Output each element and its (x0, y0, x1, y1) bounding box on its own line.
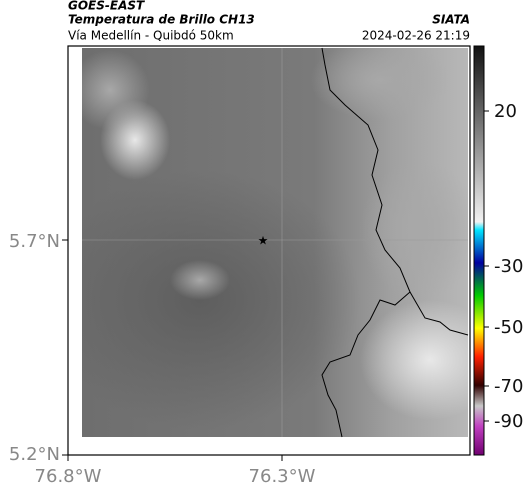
source: GOES-EAST (68, 0, 145, 13)
colorbar-ticks (484, 110, 489, 422)
colorbar-label: -50 (494, 317, 523, 338)
subtitle: Vía Medellín - Quibdó 50km (68, 29, 234, 43)
colorbar-label: -90 (494, 411, 523, 432)
datetime: 2024-02-26 21:19 (362, 29, 470, 43)
colorbar (473, 45, 485, 456)
map-frame (67, 45, 471, 456)
lat-tick-label: 5.2°N (9, 444, 60, 465)
agency: SIATA (432, 13, 470, 27)
lon-tick-label: 76.3°W (249, 466, 316, 487)
border (321, 47, 411, 438)
colorbar-label: 20 (494, 101, 517, 122)
location-marker: ★ (258, 234, 269, 248)
title: Temperatura de Brillo CH13 (68, 13, 255, 27)
colorbar-label: -70 (494, 376, 523, 397)
border (409, 291, 469, 336)
colorbar-label: -30 (494, 256, 523, 277)
lon-tick-label: 76.8°W (35, 466, 102, 487)
satellite-image (82, 48, 468, 437)
lat-tick-label: 5.7°N (9, 231, 60, 252)
